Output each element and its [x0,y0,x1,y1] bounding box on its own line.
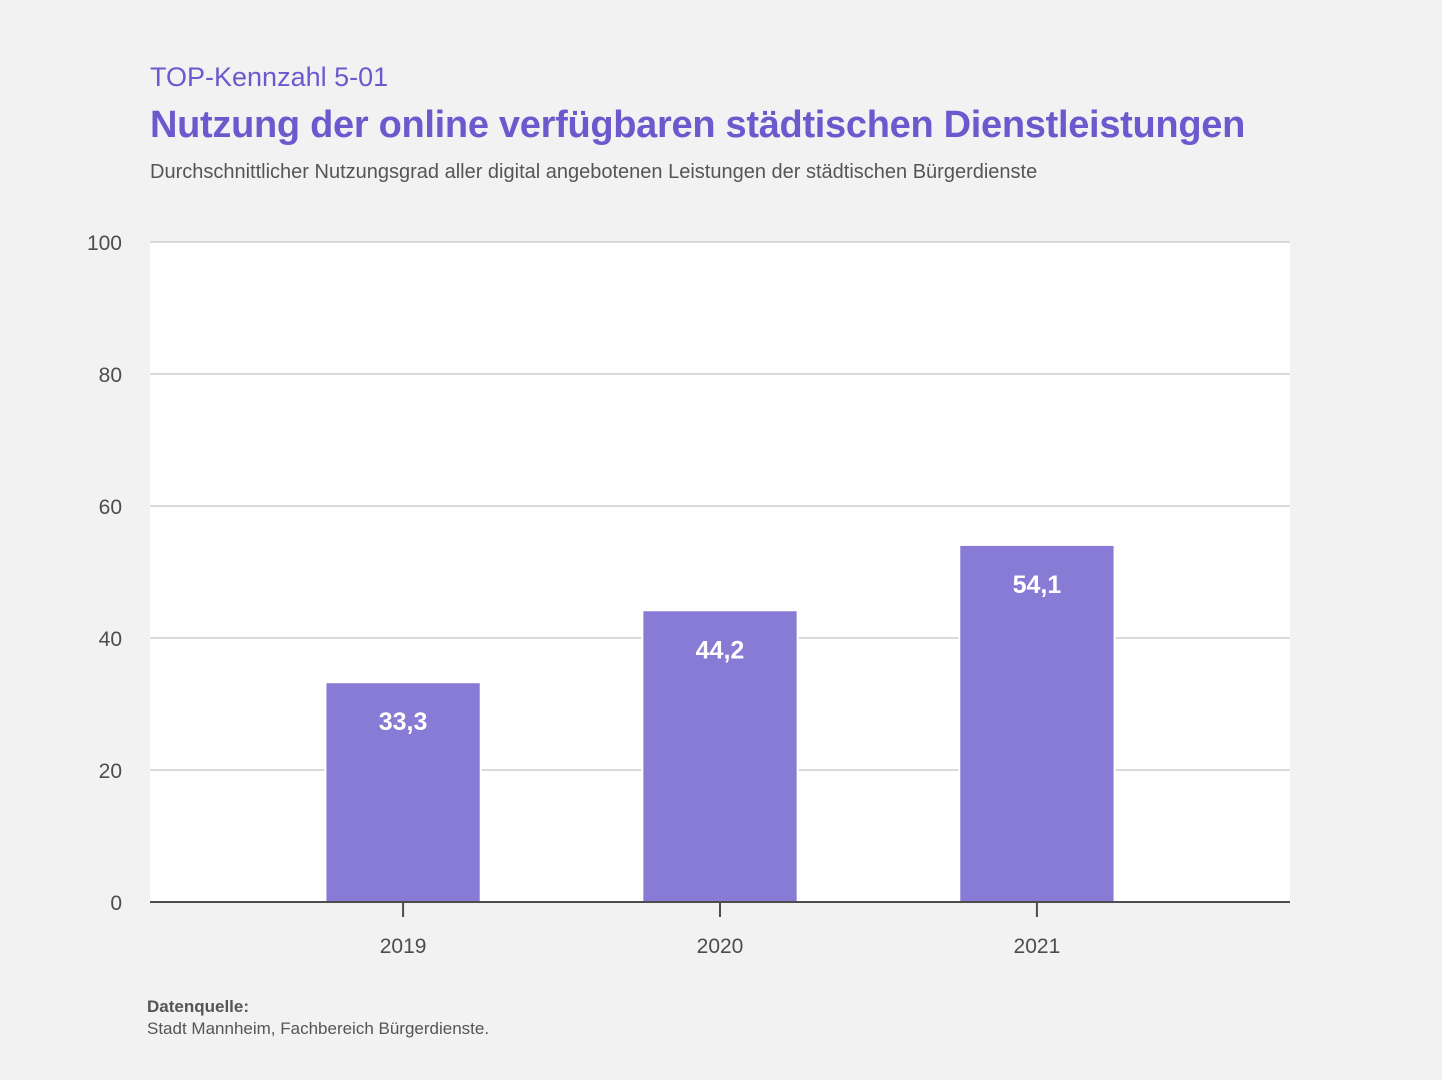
y-tick-label: 60 [99,496,122,519]
data-source: Datenquelle: Stadt Mannheim, Fachbereich… [147,996,489,1040]
data-source-text: Stadt Mannheim, Fachbereich Bürgerdienst… [147,1019,490,1038]
bar [958,543,1116,903]
y-tick-label: 40 [99,628,122,651]
x-tick-label: 2020 [697,935,744,958]
y-axis: 0 20 40 60 80 100 [87,232,122,915]
bars: 33,3 44,2 54,1 [324,543,1116,904]
x-tick-label: 2021 [1014,935,1061,958]
data-source-label: Datenquelle: [147,997,250,1016]
bar [324,681,482,903]
chart-subtitle: Durchschnittlicher Nutzungsgrad aller di… [150,161,1038,183]
y-tick-label: 100 [87,232,122,255]
chart-title: Nutzung der online verfügbaren städtisch… [150,104,1245,146]
x-tick-label: 2019 [380,935,427,958]
bar [641,609,799,904]
kpi-kicker: TOP-Kennzahl 5-01 [150,62,389,92]
y-tick-label: 0 [110,892,122,915]
y-tick-label: 20 [99,760,122,783]
bar-value-label: 54,1 [1013,571,1062,599]
y-tick-label: 80 [99,364,122,387]
bar-value-label: 44,2 [696,636,745,664]
x-axis: 2019 2020 2021 [380,902,1061,958]
bar-value-label: 33,3 [379,708,428,736]
